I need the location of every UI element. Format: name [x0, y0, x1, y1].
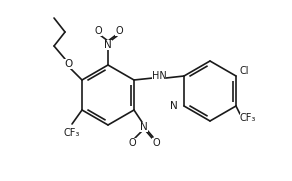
- Text: HN: HN: [152, 71, 166, 81]
- Text: CF₃: CF₃: [64, 128, 80, 138]
- Text: N: N: [170, 101, 178, 111]
- Text: O: O: [64, 59, 72, 69]
- Text: O: O: [152, 138, 160, 148]
- Text: Cl: Cl: [240, 66, 249, 76]
- Text: N: N: [104, 40, 112, 50]
- Text: O: O: [128, 138, 136, 148]
- Text: O: O: [94, 26, 102, 36]
- Text: O: O: [115, 26, 123, 36]
- Text: N: N: [140, 122, 148, 132]
- Text: CF₃: CF₃: [240, 113, 256, 123]
